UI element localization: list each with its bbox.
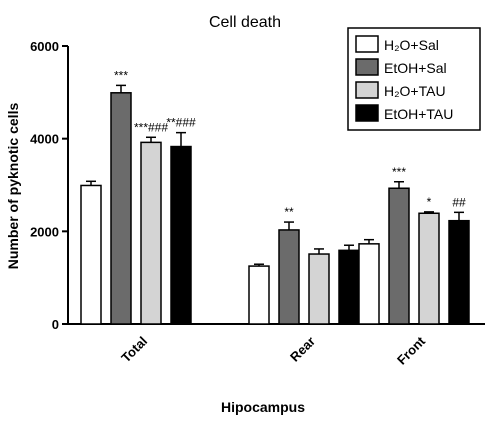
bar	[80, 184, 102, 325]
bar	[110, 92, 132, 325]
legend-swatch	[355, 104, 379, 122]
legend-label: H₂O+TAU	[384, 83, 446, 99]
significance-label: ***###	[134, 120, 168, 134]
bar	[248, 265, 270, 325]
y-tick-label: 6000	[30, 39, 59, 54]
bar	[338, 249, 360, 325]
significance-label: ***	[114, 68, 128, 82]
bar	[448, 219, 470, 325]
legend-swatch	[355, 35, 379, 53]
legend-swatch	[355, 58, 379, 76]
legend-label: EtOH+TAU	[384, 106, 453, 122]
significance-label: ***	[392, 165, 406, 179]
y-tick-label: 2000	[30, 224, 59, 239]
x-tick-label: Rear	[287, 334, 318, 365]
bar	[308, 253, 330, 325]
significance-label: **###	[166, 116, 196, 130]
y-tick-label: 4000	[30, 132, 59, 147]
legend-label: H₂O+Sal	[384, 37, 439, 53]
bar	[170, 145, 192, 325]
legend-label: EtOH+Sal	[384, 60, 447, 76]
bar	[278, 229, 300, 325]
y-tick-label: 0	[52, 317, 59, 332]
x-axis-label: Hipocampus	[221, 399, 305, 415]
bar	[388, 187, 410, 325]
bar	[140, 141, 162, 325]
y-axis-label: Number of pyknotic cells	[5, 103, 21, 270]
chart-title: Cell death	[209, 14, 281, 31]
significance-label: **	[284, 205, 294, 219]
bar	[358, 243, 380, 325]
x-tick-label: Total	[118, 334, 150, 366]
axes: 0 2000 4000 6000	[30, 39, 485, 332]
legend: H₂O+Sal EtOH+Sal H₂O+TAU EtOH+TAU	[347, 27, 481, 131]
significance-label: *	[427, 195, 432, 209]
significance-label: ##	[452, 195, 466, 209]
legend-swatch	[355, 81, 379, 99]
x-tick-label: Front	[394, 333, 429, 368]
bar	[418, 212, 440, 325]
